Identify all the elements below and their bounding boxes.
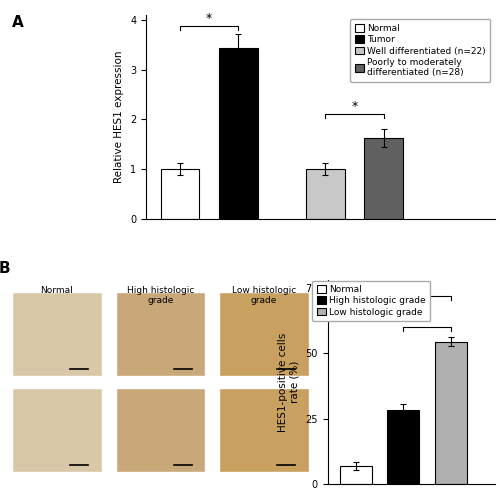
Bar [306, 169, 344, 219]
Bar [388, 410, 420, 484]
Bar [340, 466, 372, 484]
Text: *: * [206, 12, 212, 25]
Text: *: * [400, 282, 406, 295]
Y-axis label: HES1-positive cells
rate (%): HES1-positive cells rate (%) [278, 332, 300, 432]
Bar [12, 292, 102, 376]
Bar [364, 138, 403, 219]
Text: *: * [352, 100, 358, 113]
Legend: Normal, High histologic grade, Low histologic grade: Normal, High histologic grade, Low histo… [312, 280, 430, 321]
Text: *: * [376, 300, 382, 313]
Bar [435, 341, 467, 484]
Text: High histologic
grade: High histologic grade [126, 286, 194, 305]
Text: B: B [0, 261, 10, 276]
Text: A: A [12, 15, 23, 30]
Text: *: * [424, 313, 430, 326]
Text: 200×: 200× [0, 323, 2, 345]
Bar [160, 169, 200, 219]
Bar [219, 388, 308, 472]
Bar [12, 388, 102, 472]
Text: Low histologic
grade: Low histologic grade [232, 286, 296, 305]
Bar [219, 292, 308, 376]
Bar [116, 292, 205, 376]
Text: 400×: 400× [0, 419, 2, 442]
Text: Normal: Normal [40, 286, 73, 295]
Y-axis label: Relative HES1 expression: Relative HES1 expression [114, 51, 124, 183]
Legend: Normal, Tumor, Well differentiated (n=22), Poorly to moderately
differentiated (: Normal, Tumor, Well differentiated (n=22… [350, 19, 490, 82]
Bar [116, 388, 205, 472]
Bar [218, 48, 258, 219]
